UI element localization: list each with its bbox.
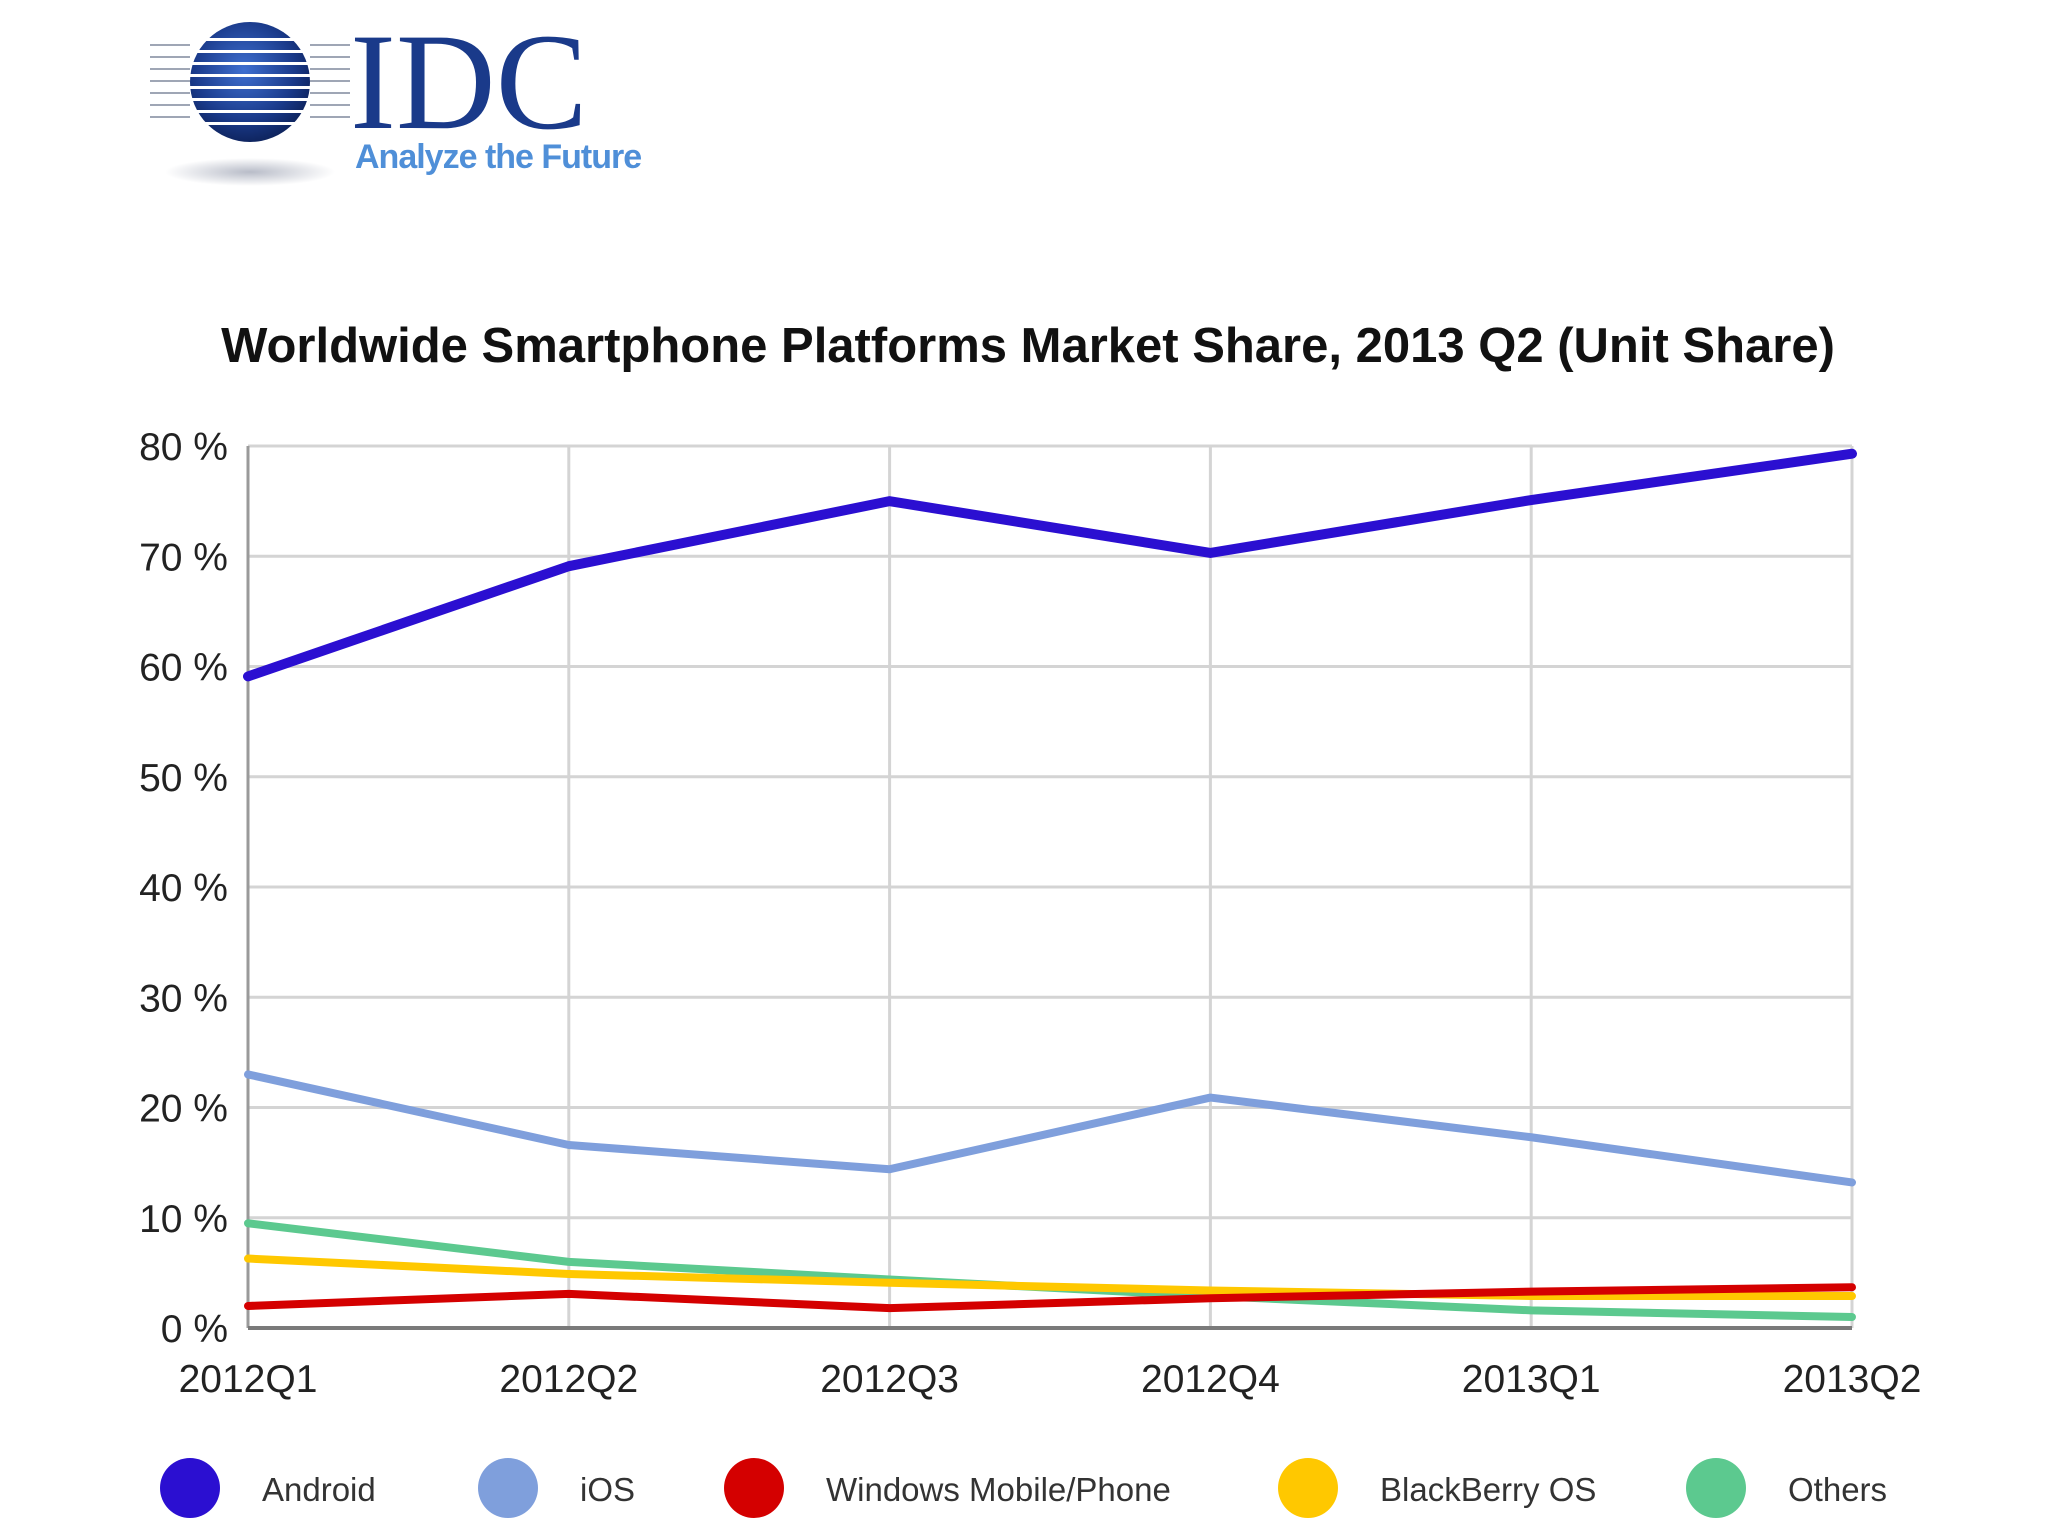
idc-logo: IDC Analyze the Future: [150, 20, 670, 190]
legend-swatch-ios: [478, 1458, 538, 1518]
logo-tagline: Analyze the Future: [355, 138, 641, 176]
logo-stripes: [150, 38, 340, 125]
legend-label-blackberry-os: BlackBerry OS: [1380, 1471, 1596, 1508]
legend-label-others: Others: [1788, 1471, 1887, 1508]
series-line-android: [243, 448, 1857, 682]
legend-label-windows-mobile-phone: Windows Mobile/Phone: [826, 1471, 1171, 1508]
legend-swatch-others: [1686, 1458, 1746, 1518]
series-line-blackberry-os: [244, 1254, 1856, 1301]
legend: Android iOS Windows Mobile/Phone BlackBerry…: [160, 1458, 1887, 1518]
legend-swatch-android: [160, 1458, 220, 1518]
x-tick-label: 2012Q3: [820, 1358, 959, 1401]
y-tick-label: 0 %: [161, 1308, 228, 1351]
legend-label-ios: iOS: [580, 1471, 635, 1508]
x-tick-label: 2012Q2: [499, 1358, 638, 1401]
x-tick-label: 2013Q2: [1783, 1358, 1922, 1401]
logo-name: IDC: [350, 20, 588, 158]
y-tick-label: 20 %: [139, 1088, 228, 1131]
y-tick-label: 30 %: [139, 977, 228, 1020]
y-tick-label: 40 %: [139, 867, 228, 910]
x-tick-label: 2012Q1: [179, 1358, 318, 1401]
legend-swatch-blackberry-os: [1278, 1458, 1338, 1518]
chart-title: Worldwide Smartphone Platforms Market Sh…: [221, 319, 1835, 373]
series-line-windows-mobile-phone: [244, 1283, 1856, 1313]
legend-swatch-windows-mobile-phone: [724, 1458, 784, 1518]
y-axis-ticks: 0 % 10 % 20 % 30 % 40 % 50 % 60 % 70 % 80 %: [139, 426, 228, 1351]
series-line-ios: [244, 1070, 1856, 1187]
x-axis-ticks: 2012Q1 2012Q2 2012Q3 2012Q4 2013Q1 2013Q2: [179, 1358, 1922, 1401]
y-tick-label: 50 %: [139, 757, 228, 800]
y-tick-label: 80 %: [139, 426, 228, 469]
legend-label-android: Android: [262, 1471, 376, 1508]
y-tick-label: 10 %: [139, 1198, 228, 1241]
series-lines: [243, 448, 1857, 1321]
logo-shadow: [165, 158, 335, 186]
grid: [246, 444, 1854, 1330]
y-tick-label: 70 %: [139, 536, 228, 579]
y-tick-label: 60 %: [139, 647, 228, 690]
x-tick-label: 2012Q4: [1141, 1358, 1280, 1401]
x-tick-label: 2013Q1: [1462, 1358, 1601, 1401]
